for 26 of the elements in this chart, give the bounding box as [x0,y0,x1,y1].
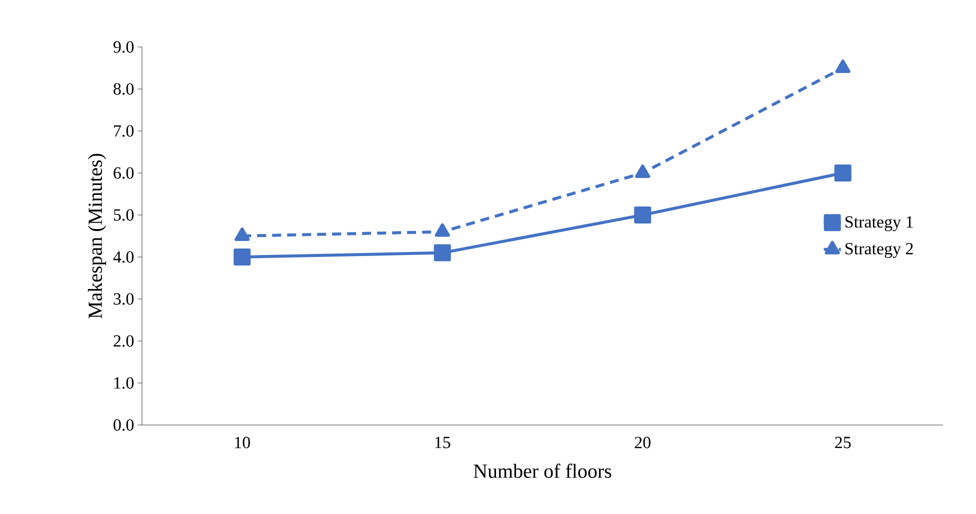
point [434,223,450,237]
x-tick-label: 10 [235,436,250,448]
y-axis-title: Makespan (Minutes) [88,154,106,318]
point [434,244,451,262]
y-tick-label: 9.0 [114,41,134,53]
y-tick-label: 0.0 [114,419,134,431]
point [835,59,850,73]
legend-label: Strategy 1 [846,216,913,232]
y-tick-label: 1.0 [114,377,134,389]
y-tick-label: 3.0 [114,293,134,305]
x-tick-label: 20 [634,436,650,448]
y-tick-label: 4.0 [113,251,134,263]
point [834,164,852,182]
point [634,206,652,224]
x-axis-title: Number of floors [474,464,612,478]
y-tick-label: 6.0 [114,167,134,179]
x-tick-label: 15 [435,436,450,448]
legend-label: Strategy 2 [846,242,913,258]
y-tick-label: 7.0 [114,125,134,137]
point [234,248,251,266]
x-tick-label: 25 [835,436,851,448]
point [635,164,650,178]
y-tick-label: 5.0 [114,209,134,221]
point [234,227,250,241]
y-tick-label: 8.0 [114,83,134,95]
y-tick-label: 2.0 [114,335,134,347]
